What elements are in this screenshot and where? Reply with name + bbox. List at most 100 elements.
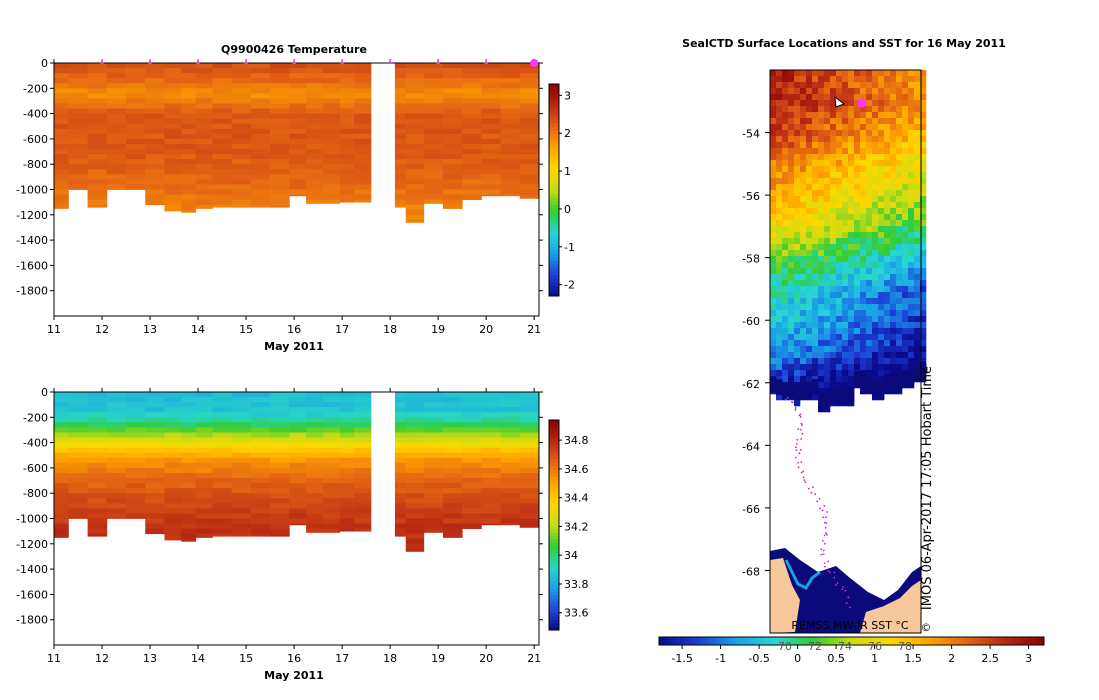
salinity-colorbar-cell (549, 423, 559, 428)
sst-grid-cell (776, 106, 783, 113)
temperature-colorbar-cell (549, 151, 559, 156)
sst-grid-cell (818, 70, 825, 77)
sst-grid-cell (788, 304, 795, 311)
sst-colorbar-cell (684, 637, 690, 645)
salinity-profile-column (164, 392, 182, 541)
sst-grid-cell (902, 328, 909, 335)
sst-grid-cell (878, 304, 885, 311)
sst-grid-cell (914, 202, 921, 209)
sst-grid-cell (860, 262, 867, 269)
sst-grid-cell (776, 334, 783, 341)
sst-grid-cell (872, 118, 879, 125)
sst-colorbar-cell (954, 637, 959, 645)
sst-grid-cell (890, 286, 897, 293)
track-dot (802, 476, 805, 479)
sst-grid-cell (782, 220, 789, 227)
sst-grid-cell (884, 82, 891, 89)
sst-grid-cell (800, 262, 807, 269)
sst-grid-cell (830, 274, 837, 281)
sst-grid-cell (806, 100, 813, 107)
sst-grid-cell (920, 292, 927, 299)
sst-grid-cell (920, 322, 927, 329)
salinity-colorbar-tick-label: 33.6 (564, 607, 589, 620)
sst-grid-cell (860, 148, 867, 155)
sst-grid-cell (878, 214, 885, 221)
sst-grid-cell (908, 202, 915, 209)
sst-grid-cell (884, 76, 891, 83)
sst-grid-cell (788, 298, 795, 305)
sst-grid-cell (770, 340, 777, 347)
sst-grid-cell (794, 352, 801, 359)
track-dot (784, 398, 787, 401)
sst-grid-cell (854, 346, 861, 353)
sst-grid-cell (920, 118, 927, 125)
sst-grid-cell (896, 334, 903, 341)
sst-grid-cell (866, 226, 873, 233)
sst-grid-cell (782, 304, 789, 311)
sst-grid-cell (890, 214, 897, 221)
salinity-colorbar-cell (549, 595, 559, 599)
sst-grid-cell (872, 256, 879, 263)
sst-grid-cell (818, 304, 825, 311)
salinity-profile-column (54, 392, 69, 538)
sst-grid-cell (788, 346, 795, 353)
sst-grid-cell (890, 358, 897, 365)
sst-grid-cell (806, 268, 813, 275)
sst-grid-cell (836, 190, 843, 197)
sst-grid-cell (770, 214, 777, 221)
sst-grid-cell (908, 124, 915, 131)
sst-grid-cell (836, 220, 843, 227)
sst-grid-cell (908, 322, 915, 329)
sst-grid-cell (830, 370, 837, 377)
sst-grid-cell (866, 76, 873, 83)
salinity-colorbar-cell (549, 528, 559, 533)
sst-grid-cell (770, 208, 777, 215)
sst-grid-cell (872, 238, 879, 245)
sst-grid-cell (884, 370, 891, 377)
sst-grid-cell (836, 160, 843, 167)
salinity-colorbar-cell (549, 553, 559, 557)
sst-colorbar-cell (825, 637, 831, 645)
sst-grid-cell (812, 340, 819, 347)
sst-grid-cell (878, 202, 885, 209)
temperature-colorbar-cell (549, 211, 559, 216)
sst-grid-cell (830, 184, 837, 191)
sst-grid-cell (914, 322, 921, 329)
sst-grid-cell (878, 196, 885, 203)
track-dot (823, 534, 826, 537)
sst-grid-cell (890, 190, 897, 197)
sst-grid-cell (770, 154, 777, 161)
temperature-profile-column (164, 63, 182, 212)
sst-grid-cell (800, 346, 807, 353)
sst-grid-cell (818, 118, 825, 125)
sst-grid-cell (860, 130, 867, 137)
sst-grid-cell (776, 286, 783, 293)
sst-grid-cell (788, 262, 795, 269)
sst-grid-cell (902, 334, 909, 341)
sst-grid-cell (896, 220, 903, 227)
sst-grid-cell (800, 274, 807, 281)
sst-grid-cell (914, 256, 921, 263)
sst-grid-cell (806, 136, 813, 143)
temperature-colorbar-cell (549, 112, 559, 117)
salinity-colorbar-cell (549, 476, 559, 480)
track-dot (800, 471, 803, 474)
salinity-colorbar-cell (549, 437, 559, 442)
track-dot (823, 505, 826, 507)
sst-grid-cell (872, 70, 879, 77)
sst-grid-cell (914, 334, 921, 341)
sst-grid-cell (818, 262, 825, 269)
sst-grid-cell (800, 106, 807, 113)
sst-grid-cell (788, 70, 795, 77)
sst-colorbar-cell (868, 637, 874, 645)
sst-grid-cell (824, 154, 831, 161)
sst-grid-cell (854, 106, 861, 113)
temperature-y-tick-label: -400 (23, 108, 48, 121)
sst-grid-cell (908, 106, 915, 113)
temperature-colorbar-cell (549, 140, 559, 145)
sst-grid-cell (782, 112, 789, 119)
sst-grid-cell (848, 286, 855, 293)
sst-grid-cell (854, 340, 861, 347)
sst-grid-cell (848, 136, 855, 143)
sst-grid-cell (896, 370, 903, 377)
